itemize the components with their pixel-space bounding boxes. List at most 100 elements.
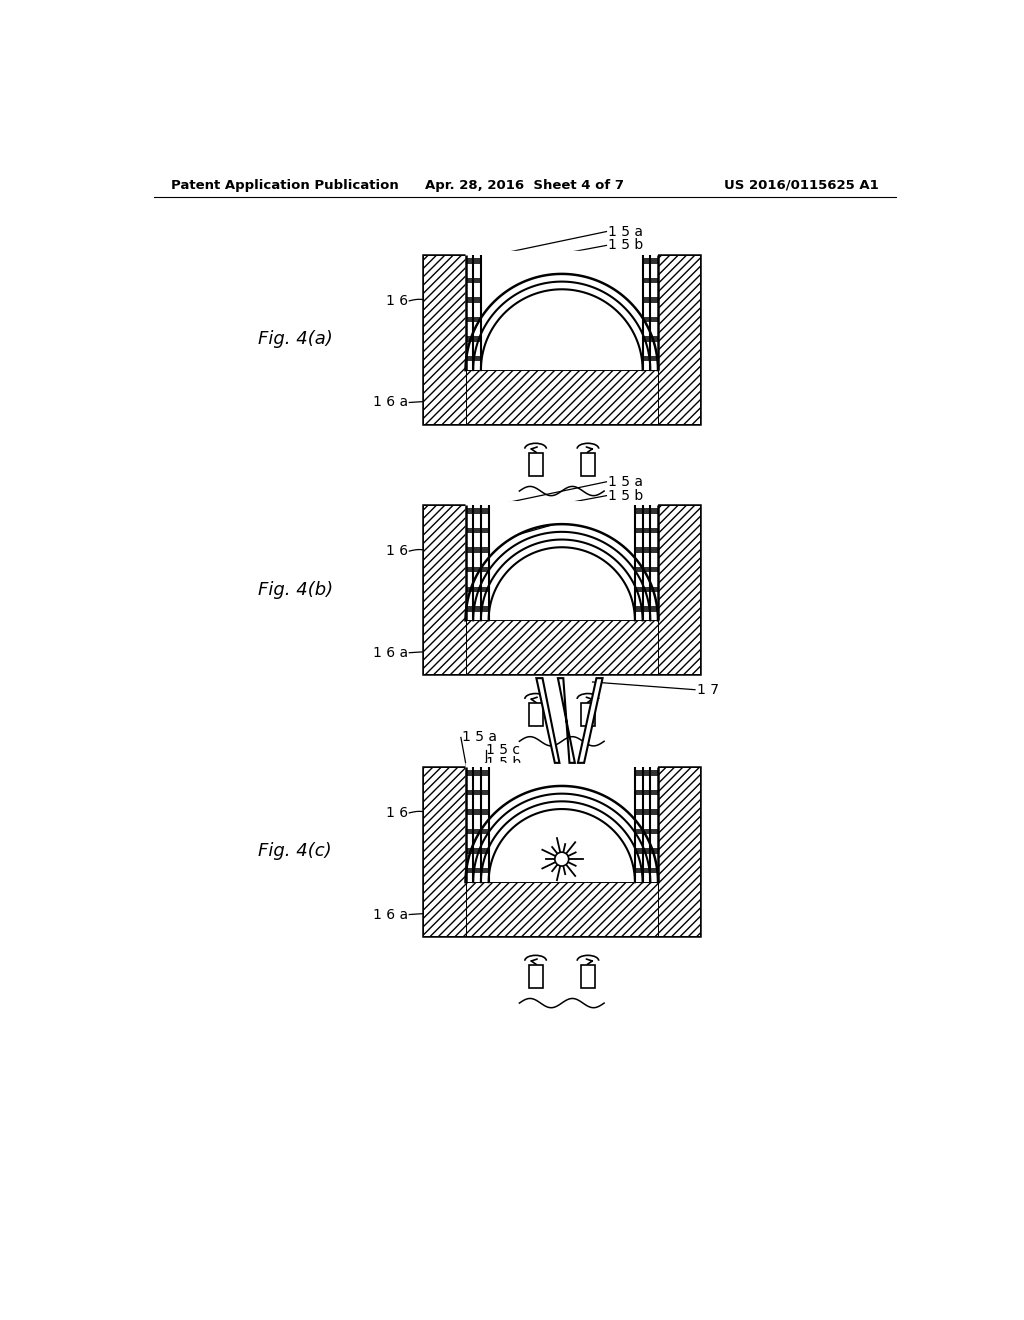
Polygon shape bbox=[473, 528, 481, 533]
Polygon shape bbox=[466, 337, 473, 342]
Polygon shape bbox=[650, 869, 658, 874]
Polygon shape bbox=[466, 869, 473, 874]
Polygon shape bbox=[650, 297, 658, 302]
Polygon shape bbox=[473, 356, 481, 362]
Polygon shape bbox=[466, 251, 658, 370]
Text: 1 5 b: 1 5 b bbox=[608, 488, 643, 503]
Polygon shape bbox=[466, 356, 473, 362]
Polygon shape bbox=[481, 606, 488, 611]
Polygon shape bbox=[473, 789, 481, 795]
Bar bbox=[466, 620, 658, 675]
Polygon shape bbox=[481, 809, 488, 814]
Bar bbox=[423, 255, 466, 424]
Polygon shape bbox=[473, 297, 481, 302]
Polygon shape bbox=[473, 606, 481, 611]
Polygon shape bbox=[643, 548, 650, 553]
Polygon shape bbox=[635, 528, 643, 533]
Polygon shape bbox=[466, 317, 473, 322]
Polygon shape bbox=[473, 317, 481, 322]
Text: 1 6 a: 1 6 a bbox=[373, 396, 408, 409]
Bar bbox=[466, 370, 658, 424]
Polygon shape bbox=[473, 548, 481, 553]
Polygon shape bbox=[473, 809, 481, 814]
Polygon shape bbox=[466, 277, 473, 282]
Polygon shape bbox=[481, 869, 488, 874]
Bar bbox=[658, 767, 700, 936]
Polygon shape bbox=[466, 586, 473, 591]
Polygon shape bbox=[635, 586, 643, 591]
Text: 1 5 a: 1 5 a bbox=[608, 475, 643, 488]
Bar bbox=[581, 965, 595, 987]
Text: 1 5 c: 1 5 c bbox=[486, 743, 520, 756]
Polygon shape bbox=[473, 770, 481, 776]
Polygon shape bbox=[635, 548, 643, 553]
Polygon shape bbox=[466, 508, 473, 513]
Text: 1 5 a: 1 5 a bbox=[608, 224, 643, 239]
Polygon shape bbox=[635, 809, 643, 814]
Polygon shape bbox=[481, 849, 488, 854]
Text: Fig. 4(a): Fig. 4(a) bbox=[258, 330, 333, 348]
Polygon shape bbox=[473, 586, 481, 591]
Polygon shape bbox=[481, 789, 488, 795]
Polygon shape bbox=[466, 548, 473, 553]
Bar bbox=[423, 506, 466, 675]
Polygon shape bbox=[643, 528, 650, 533]
Polygon shape bbox=[481, 528, 488, 533]
Polygon shape bbox=[473, 829, 481, 834]
Polygon shape bbox=[481, 770, 488, 776]
Polygon shape bbox=[650, 809, 658, 814]
Polygon shape bbox=[643, 317, 650, 322]
Circle shape bbox=[555, 853, 568, 866]
Bar bbox=[528, 702, 543, 726]
Polygon shape bbox=[466, 763, 658, 882]
Text: 1 6 a: 1 6 a bbox=[373, 908, 408, 921]
Polygon shape bbox=[466, 606, 473, 611]
Polygon shape bbox=[650, 586, 658, 591]
Polygon shape bbox=[481, 568, 488, 573]
Polygon shape bbox=[466, 259, 473, 264]
Polygon shape bbox=[650, 508, 658, 513]
Polygon shape bbox=[643, 606, 650, 611]
Polygon shape bbox=[473, 277, 481, 282]
Polygon shape bbox=[537, 678, 559, 763]
Polygon shape bbox=[466, 849, 473, 854]
Polygon shape bbox=[643, 508, 650, 513]
Text: Apr. 28, 2016  Sheet 4 of 7: Apr. 28, 2016 Sheet 4 of 7 bbox=[425, 178, 625, 191]
Polygon shape bbox=[635, 789, 643, 795]
Polygon shape bbox=[635, 849, 643, 854]
Polygon shape bbox=[481, 548, 488, 553]
Bar bbox=[528, 453, 543, 475]
Text: Patent Application Publication: Patent Application Publication bbox=[171, 178, 398, 191]
Bar bbox=[423, 767, 700, 936]
Bar bbox=[658, 255, 700, 424]
Polygon shape bbox=[650, 770, 658, 776]
Polygon shape bbox=[650, 849, 658, 854]
Polygon shape bbox=[650, 789, 658, 795]
Polygon shape bbox=[643, 586, 650, 591]
Text: US 2016/0115625 A1: US 2016/0115625 A1 bbox=[724, 178, 879, 191]
Text: 1 5 b: 1 5 b bbox=[608, 239, 643, 252]
Polygon shape bbox=[473, 869, 481, 874]
Text: Fig. 4(c): Fig. 4(c) bbox=[258, 842, 331, 861]
Polygon shape bbox=[481, 586, 488, 591]
Polygon shape bbox=[643, 277, 650, 282]
Polygon shape bbox=[650, 317, 658, 322]
Text: 1 5 a: 1 5 a bbox=[462, 730, 497, 744]
Polygon shape bbox=[643, 337, 650, 342]
Polygon shape bbox=[643, 259, 650, 264]
Text: Fig. 4(b): Fig. 4(b) bbox=[258, 581, 333, 598]
Polygon shape bbox=[466, 770, 473, 776]
Bar bbox=[466, 882, 658, 936]
Polygon shape bbox=[466, 297, 473, 302]
Polygon shape bbox=[650, 356, 658, 362]
Polygon shape bbox=[473, 568, 481, 573]
Polygon shape bbox=[466, 829, 473, 834]
Polygon shape bbox=[643, 849, 650, 854]
Polygon shape bbox=[650, 606, 658, 611]
Polygon shape bbox=[578, 678, 602, 763]
Polygon shape bbox=[650, 337, 658, 342]
Polygon shape bbox=[643, 869, 650, 874]
Polygon shape bbox=[635, 606, 643, 611]
Polygon shape bbox=[473, 259, 481, 264]
Polygon shape bbox=[466, 568, 473, 573]
